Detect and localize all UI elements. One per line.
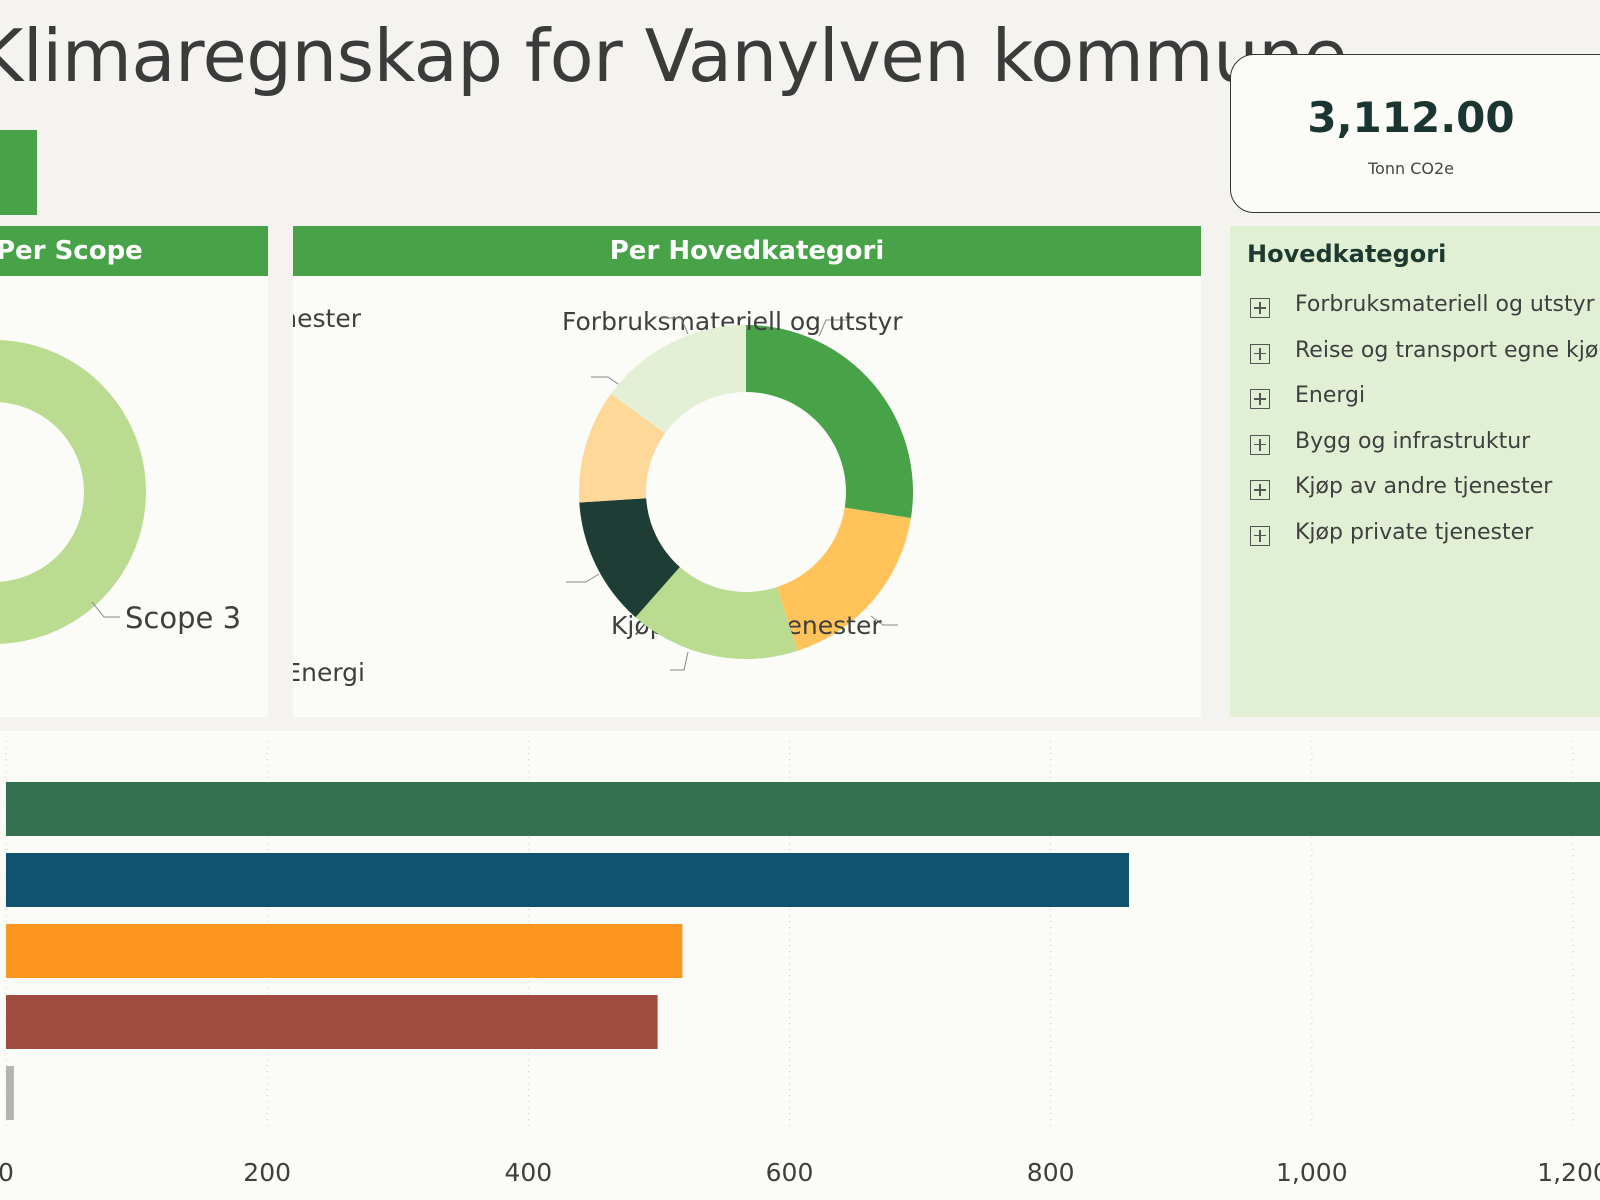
leader-line xyxy=(661,317,689,335)
x-tick-label: 800 xyxy=(1027,1158,1075,1187)
slicer-item-label[interactable]: Bygg og infrastruktur xyxy=(1295,428,1531,454)
expand-icon[interactable] xyxy=(1250,343,1270,364)
expand-icon[interactable] xyxy=(1250,525,1270,546)
x-tick-label: 0 xyxy=(0,1158,14,1187)
bar-1[interactable] xyxy=(6,782,1600,836)
scope-chart-panel[interactable]: Scope 3 Per Scope xyxy=(0,226,268,717)
x-tick-label: 1,200 xyxy=(1537,1158,1600,1187)
slice-label-energi: Energi xyxy=(293,658,365,687)
page-title: Klimaregnskap for Vanylven kommune xyxy=(0,14,1348,98)
scope-donut-chart[interactable]: Scope 3 xyxy=(0,226,268,717)
leader-line xyxy=(591,376,622,387)
bar-chart-panel[interactable]: 0 200 400 600 800 1,000 1,200 xyxy=(0,731,1600,1200)
leader-line xyxy=(91,601,120,618)
x-tick-label: 600 xyxy=(766,1158,814,1187)
expand-icon[interactable] xyxy=(1250,434,1270,455)
leader-line xyxy=(670,651,689,671)
bar-5[interactable] xyxy=(6,1066,14,1120)
slicer-item-label[interactable]: Forbruksmateriell og utstyr xyxy=(1295,292,1595,317)
bar-chart[interactable]: 0 200 400 600 800 1,000 1,200 xyxy=(0,731,1600,1200)
donut-slice-forbruksmateriell-og-utstyr[interactable] xyxy=(746,325,913,519)
leader-line xyxy=(818,319,848,337)
x-tick-label: 1,000 xyxy=(1276,1158,1348,1187)
slice-label-kj-p-av-andre-tjenester: Kjøp av andre tjenester xyxy=(293,304,362,333)
slicer-item-label[interactable]: Energi xyxy=(1295,383,1366,408)
title-accent-bar xyxy=(0,130,37,215)
slice-label-scope-3: Scope 3 xyxy=(125,601,241,635)
leader-line xyxy=(870,615,898,626)
leader-line xyxy=(566,573,600,583)
scope-panel-header: Per Scope xyxy=(0,226,268,276)
expand-icon[interactable] xyxy=(1250,480,1270,500)
slicer-title: Hovedkategori xyxy=(1247,240,1447,268)
category-chart-panel[interactable]: Per Hovedkategori Forbruksmateriell og u… xyxy=(293,226,1201,717)
slicer-item-label[interactable]: Kjøp private tjenester xyxy=(1295,519,1534,545)
slicer-item-label[interactable]: Reise og transport egne kjøretøy xyxy=(1295,337,1600,363)
donut-slice-bygg-og-infrastruktur[interactable] xyxy=(579,498,680,618)
bar-4[interactable] xyxy=(6,995,658,1049)
hovedkategori-slicer[interactable]: Hovedkategori Forbruksmateriell og utsty… xyxy=(1230,226,1600,717)
category-panel-header: Per Hovedkategori xyxy=(293,226,1201,276)
x-tick-label: 400 xyxy=(504,1158,552,1187)
kpi-card[interactable]: 3,112.00 Tonn CO2e xyxy=(1230,54,1600,213)
donut-slice-kj-p-av-andre-tjenester[interactable] xyxy=(610,325,746,434)
x-tick-label: 200 xyxy=(243,1158,291,1187)
donut-slice-kj-p-private-tjenester[interactable] xyxy=(776,507,911,651)
kpi-unit: Tonn CO2e xyxy=(1368,159,1454,178)
bar-2[interactable] xyxy=(6,853,1130,907)
expand-icon[interactable] xyxy=(1250,389,1270,409)
donut-slice-scope-3[interactable] xyxy=(0,340,146,644)
donut-slice-reise-og-transport-egne-kj-ret-y[interactable] xyxy=(579,393,666,503)
bar-3[interactable] xyxy=(6,924,683,978)
expand-icon[interactable] xyxy=(1250,298,1270,318)
slicer-item-label[interactable]: Kjøp av andre tjenester xyxy=(1295,474,1553,499)
donut-slice-energi[interactable] xyxy=(635,567,798,659)
kpi-value: 3,112.00 xyxy=(1307,93,1515,142)
